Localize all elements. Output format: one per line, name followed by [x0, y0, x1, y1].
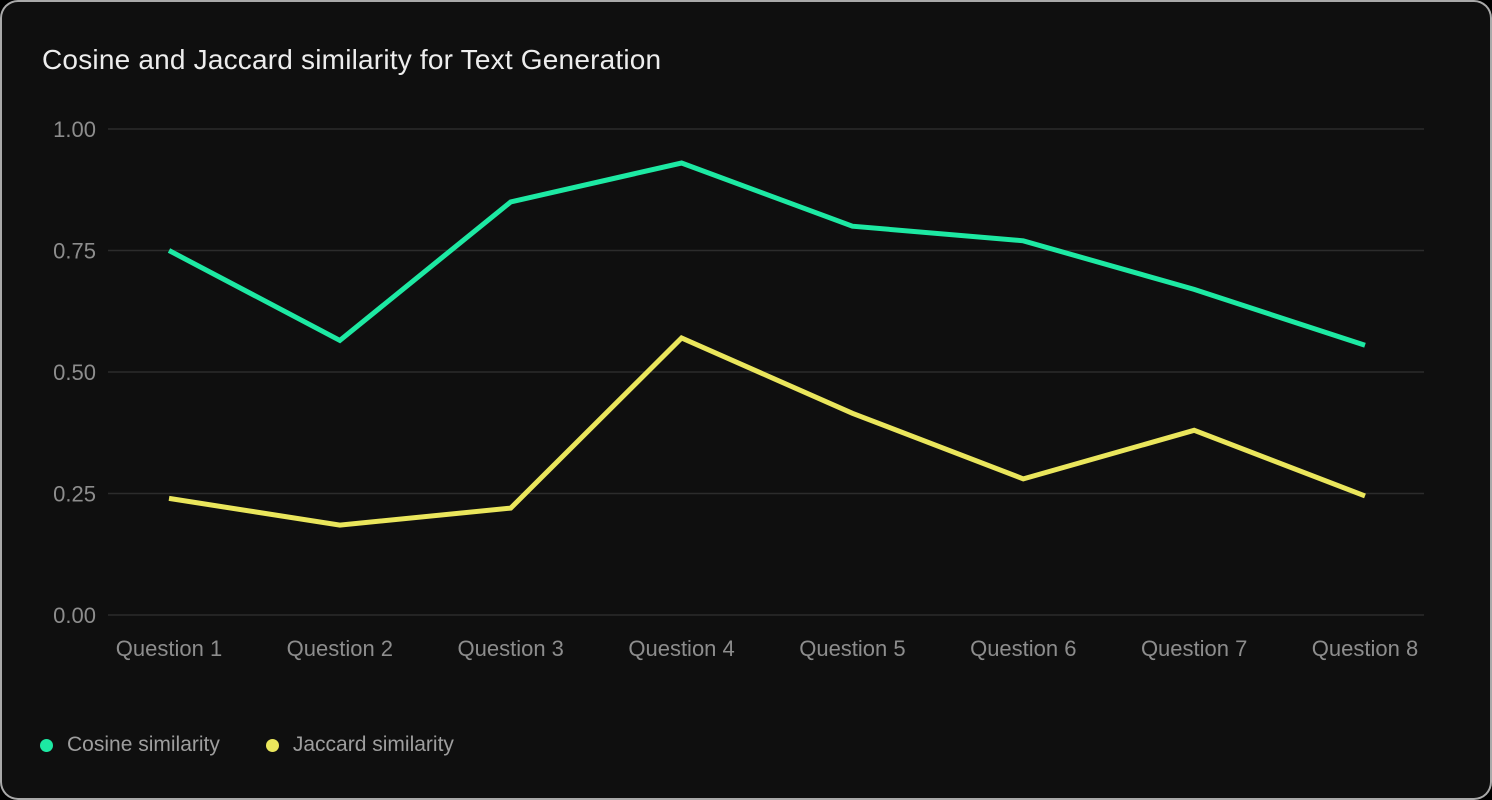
x-tick-label: Question 5: [799, 636, 905, 661]
x-tick-label: Question 4: [628, 636, 734, 661]
legend-item-cosine-similarity[interactable]: Cosine similarity: [40, 733, 220, 757]
jaccard-similarity-line: [168, 335, 1366, 528]
legend-dot-icon: [40, 738, 53, 752]
y-tick-label: 0.25: [53, 482, 96, 507]
x-tick-label: Question 8: [1312, 636, 1418, 661]
x-tick-label: Question 2: [287, 636, 393, 661]
x-tick-label: Question 7: [1141, 636, 1247, 661]
legend-dot-icon: [265, 738, 279, 752]
y-tick-label: 0.50: [53, 360, 96, 385]
legend: Cosine similarity Jaccard similarity: [40, 733, 454, 757]
y-tick-label: 0.00: [53, 603, 96, 628]
chart-title: Cosine and Jaccard similarity for Text G…: [42, 44, 662, 75]
legend-item-jaccard-similarity[interactable]: Jaccard similarity: [265, 733, 454, 757]
legend-label: Cosine similarity: [67, 733, 220, 756]
y-tick-label: 0.75: [53, 239, 96, 264]
x-tick-label: Question 3: [458, 636, 564, 661]
x-tick-label: Question 1: [116, 636, 222, 661]
y-tick-label: 1.00: [53, 117, 96, 142]
cosine-similarity-line: [167, 160, 1366, 348]
x-tick-label: Question 6: [970, 636, 1076, 661]
legend-label: Jaccard similarity: [292, 733, 454, 756]
